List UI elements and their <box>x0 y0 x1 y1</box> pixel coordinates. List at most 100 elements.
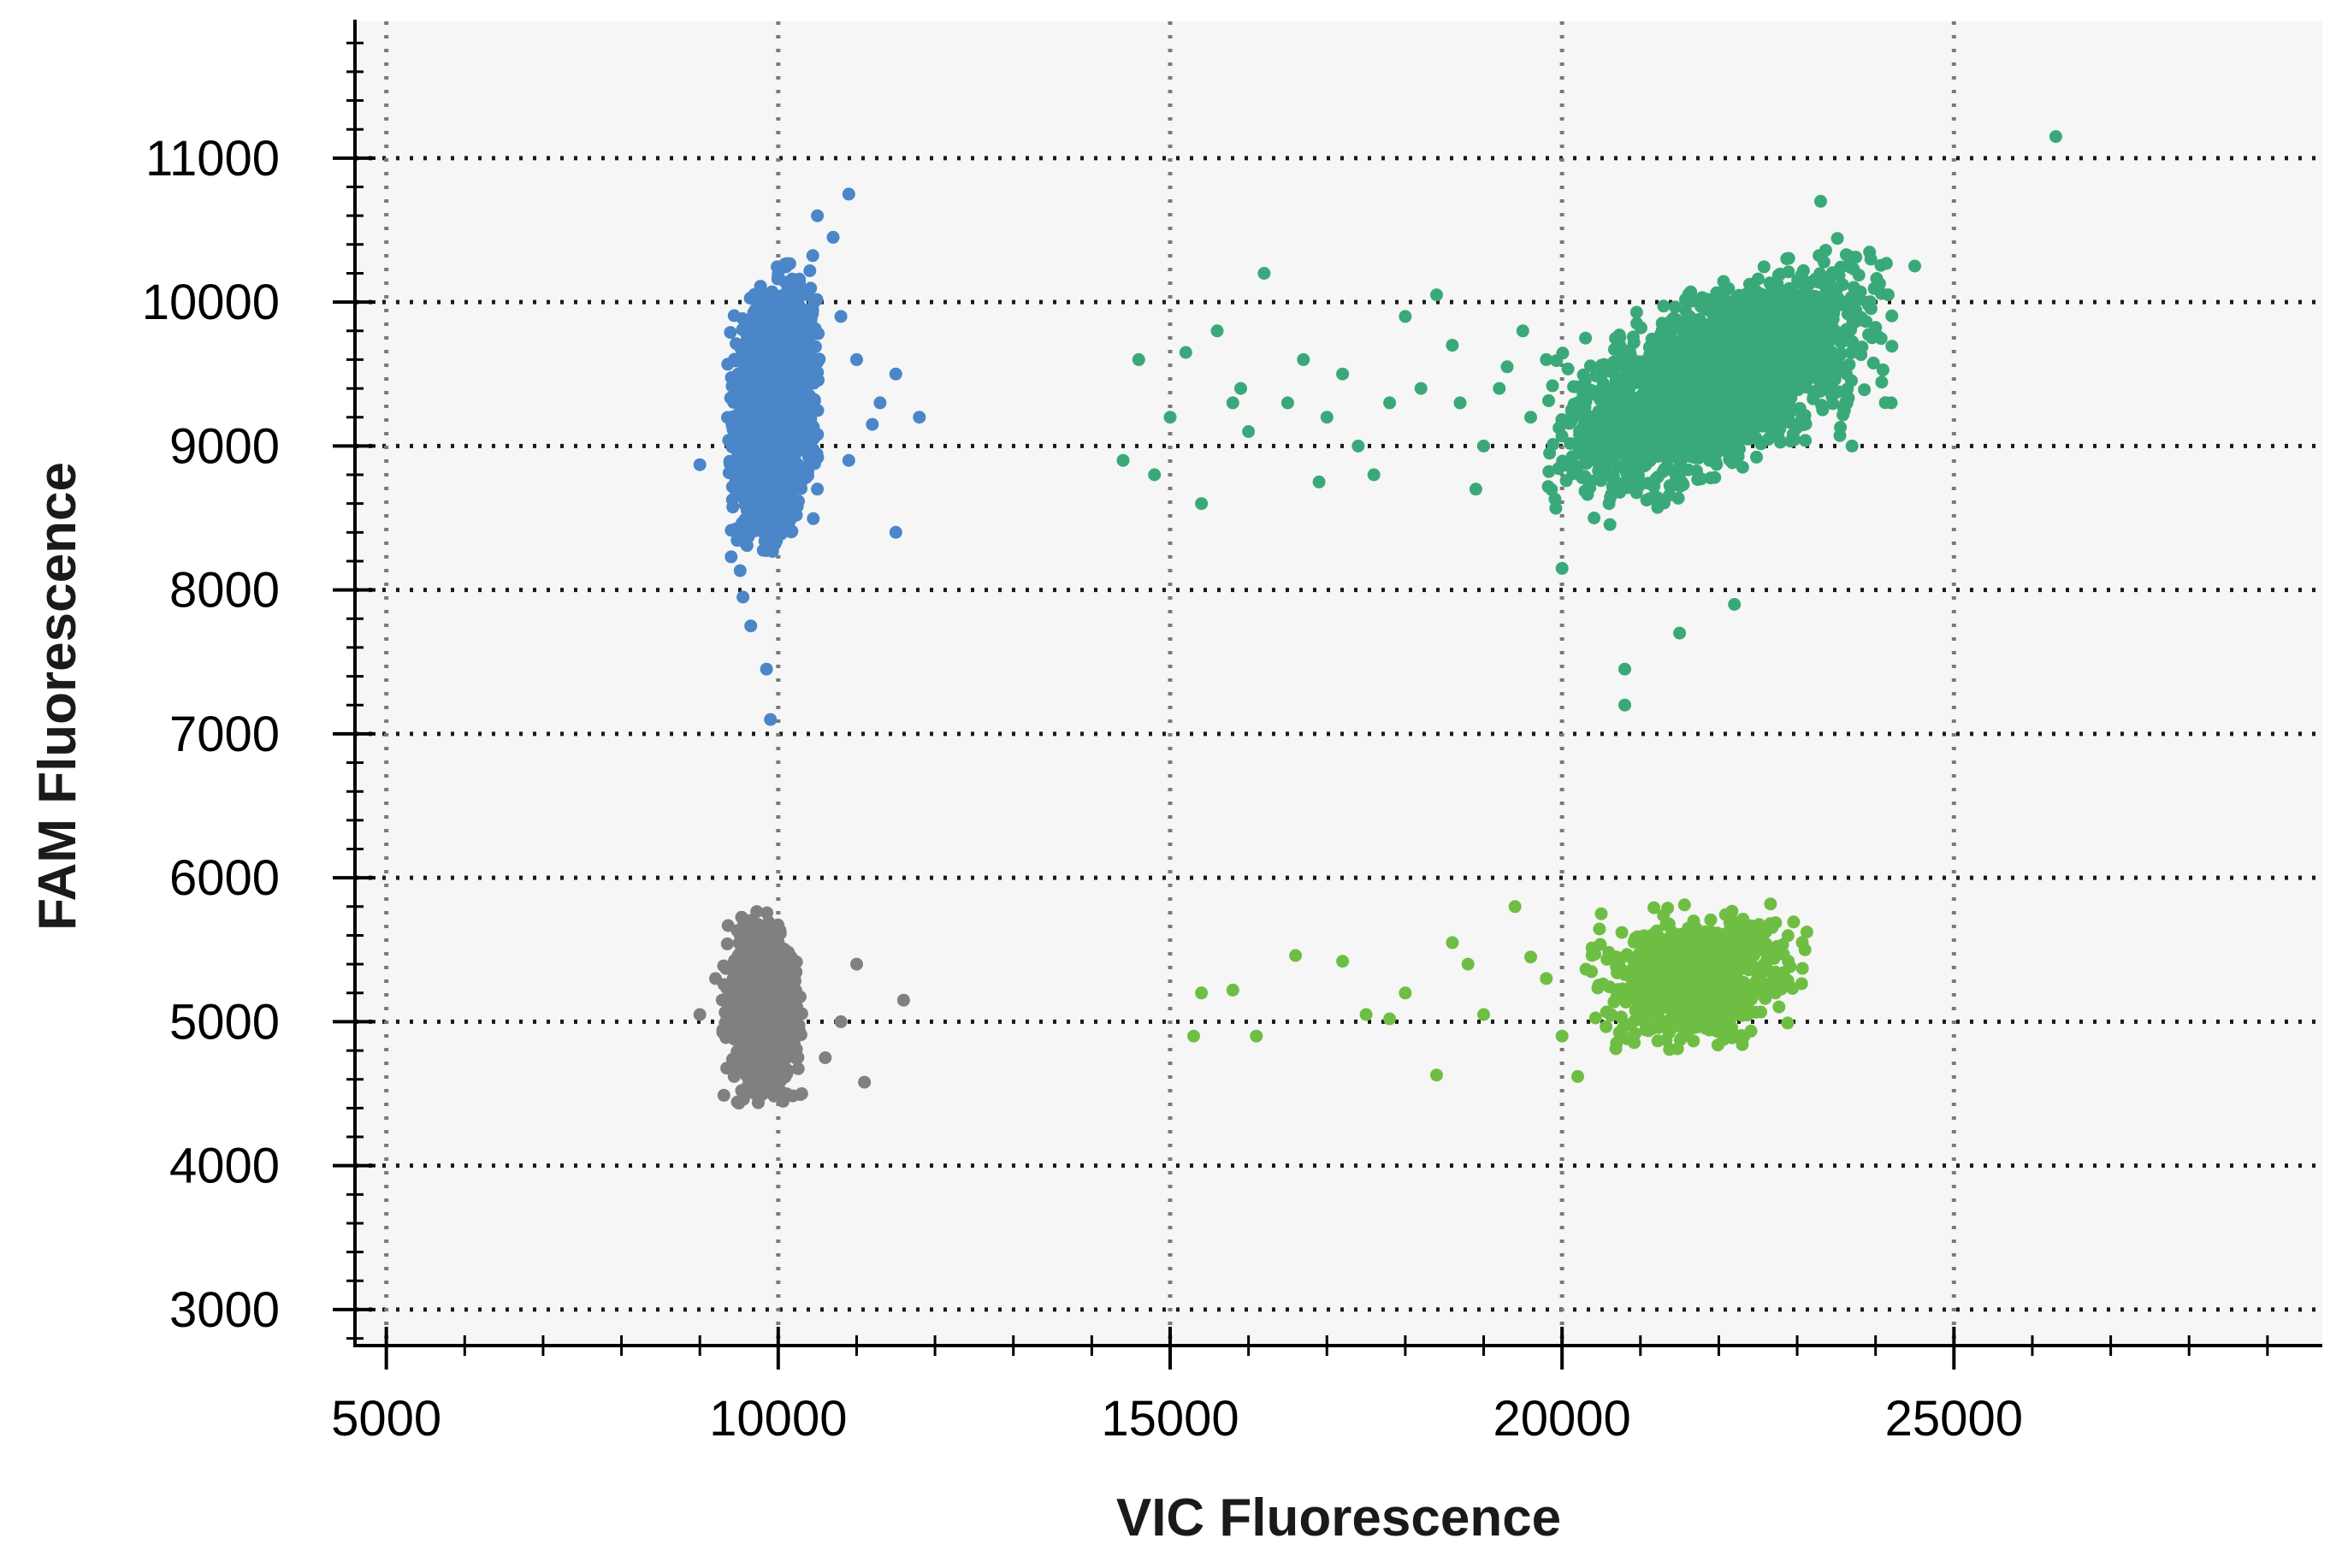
data-point <box>1750 450 1763 464</box>
data-point <box>850 957 863 971</box>
data-point <box>738 364 752 378</box>
data-point <box>693 458 707 471</box>
data-point <box>1757 260 1771 274</box>
data-point <box>1694 472 1708 486</box>
data-point <box>1830 232 1844 246</box>
data-point <box>756 1056 770 1069</box>
data-point <box>1651 500 1665 514</box>
cluster-2 <box>1116 130 2062 712</box>
plot-area <box>355 21 2322 1346</box>
data-point <box>735 945 748 958</box>
data-point <box>763 460 777 474</box>
data-point <box>738 970 752 984</box>
data-point <box>760 318 773 332</box>
data-point <box>866 417 879 431</box>
data-point <box>790 356 803 370</box>
data-point <box>746 1056 760 1069</box>
data-point <box>798 430 812 444</box>
data-point <box>750 905 764 919</box>
data-point <box>753 298 766 311</box>
data-point <box>747 469 760 482</box>
data-point <box>721 411 734 424</box>
data-point <box>774 325 788 339</box>
data-point <box>796 286 810 299</box>
data-points <box>693 130 2062 1110</box>
data-point <box>772 370 785 383</box>
data-point <box>788 382 801 395</box>
data-point <box>775 527 789 541</box>
data-point <box>751 406 764 420</box>
data-point <box>780 1087 794 1101</box>
data-point <box>748 287 761 301</box>
data-point <box>803 264 817 277</box>
data-point <box>738 403 752 417</box>
data-point <box>759 936 772 950</box>
data-point <box>727 1069 741 1083</box>
data-point <box>813 352 826 366</box>
data-point <box>787 1037 801 1050</box>
data-point <box>724 326 737 340</box>
cluster-0 <box>693 187 926 726</box>
data-point <box>795 393 808 406</box>
data-point <box>1845 374 1858 388</box>
data-point <box>810 293 824 306</box>
data-point <box>769 1075 783 1089</box>
data-point <box>781 954 794 967</box>
grid <box>355 21 2322 1346</box>
data-point <box>778 257 791 271</box>
data-point <box>807 512 820 525</box>
data-point <box>771 937 784 950</box>
data-point <box>1885 309 1899 322</box>
data-point <box>760 906 774 920</box>
data-point <box>735 423 748 436</box>
data-point <box>731 1056 744 1069</box>
data-point <box>727 1027 741 1040</box>
data-point <box>766 956 779 969</box>
data-point <box>1885 340 1899 353</box>
data-point <box>773 402 787 416</box>
data-point <box>834 310 848 323</box>
data-point <box>1773 267 1787 281</box>
data-point <box>1668 300 1682 314</box>
data-point <box>807 393 821 406</box>
data-point <box>806 249 819 263</box>
data-point <box>1875 376 1889 389</box>
data-point <box>769 1037 783 1050</box>
data-point <box>736 390 750 404</box>
data-point <box>720 937 734 950</box>
data-point <box>753 986 766 1000</box>
data-point <box>752 394 766 408</box>
data-point <box>764 713 778 726</box>
data-point <box>1799 434 1813 447</box>
data-point <box>1833 429 1847 442</box>
data-point <box>693 1008 707 1021</box>
data-point <box>791 1050 805 1064</box>
data-point <box>811 482 825 496</box>
data-point <box>772 311 786 325</box>
data-point <box>858 1075 872 1089</box>
data-point <box>787 463 801 476</box>
data-point <box>767 506 781 519</box>
data-point <box>745 928 759 942</box>
data-point <box>784 435 798 449</box>
data-point <box>804 411 818 425</box>
data-point <box>842 453 855 467</box>
data-point <box>834 1015 848 1028</box>
data-point <box>1629 305 1643 319</box>
data-point <box>766 443 780 457</box>
data-point <box>724 459 738 472</box>
data-point <box>709 972 722 985</box>
data-point <box>751 1096 765 1109</box>
data-point <box>795 1087 808 1100</box>
data-point <box>765 544 778 558</box>
data-point <box>771 272 784 286</box>
data-point <box>748 370 761 383</box>
data-point <box>751 1003 765 1016</box>
cluster-1 <box>693 905 910 1110</box>
data-point <box>724 524 738 537</box>
data-point <box>765 1016 778 1030</box>
data-point <box>757 385 771 399</box>
data-point <box>761 411 775 425</box>
data-point <box>790 500 804 513</box>
data-point <box>733 564 747 577</box>
